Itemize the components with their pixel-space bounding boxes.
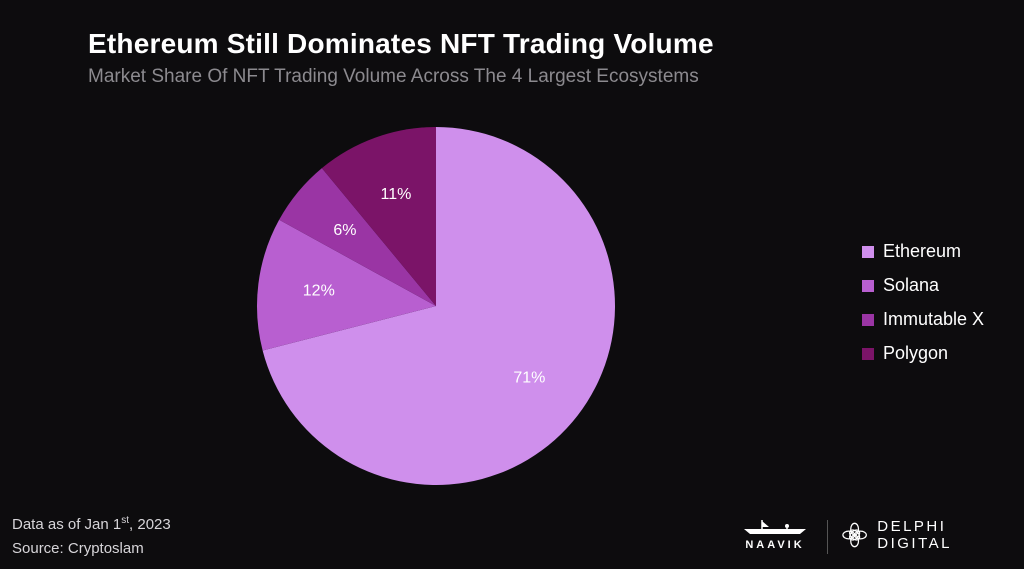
delphi-logo: DELPHI DIGITAL <box>840 518 1024 552</box>
chart-subtitle: Market Share Of NFT Trading Volume Acros… <box>88 66 699 87</box>
naavik-logo: NAAVIK <box>742 518 808 551</box>
legend-swatch-ethereum <box>862 245 874 258</box>
brand-divider <box>827 520 828 554</box>
pie-label-polygon: 11% <box>381 186 412 203</box>
legend-label-immutable-x: Immutable X <box>883 309 985 329</box>
data-source: Source: Cryptoslam <box>12 540 144 557</box>
legend-swatch-immutable-x <box>862 313 874 326</box>
legend-label-ethereum: Ethereum <box>883 241 962 261</box>
footer-note: Data as of Jan 1st, 2023 Source: Cryptos… <box>12 513 171 561</box>
legend-item-solana: Solana <box>862 274 984 297</box>
delphi-flower-icon <box>842 522 867 548</box>
pie-slice-immutable-x <box>279 168 436 306</box>
chart-title: Ethereum Still Dominates NFT Trading Vol… <box>88 28 714 59</box>
pie-label-ethereum: 71% <box>513 370 545 387</box>
legend-label-polygon: Polygon <box>883 343 949 363</box>
pie-slice-polygon <box>321 127 436 306</box>
legend-label-solana: Solana <box>883 275 940 295</box>
data-date: Data as of Jan 1st, 2023 <box>12 515 171 534</box>
legend: Ethereum Solana Immutable X Polygon <box>862 240 984 365</box>
pie-label-immutable-x: 6% <box>333 222 356 239</box>
legend-swatch-solana <box>862 279 874 292</box>
legend-item-immutable-x: Immutable X <box>862 308 984 331</box>
pie-slice-ethereum <box>262 127 616 485</box>
boat-icon <box>744 520 806 534</box>
pie-slice-solana <box>257 219 436 351</box>
pie-label-solana: 12% <box>303 282 335 299</box>
legend-swatch-polygon <box>862 347 874 360</box>
legend-item-ethereum: Ethereum <box>862 240 984 263</box>
legend-item-polygon: Polygon <box>862 342 984 365</box>
